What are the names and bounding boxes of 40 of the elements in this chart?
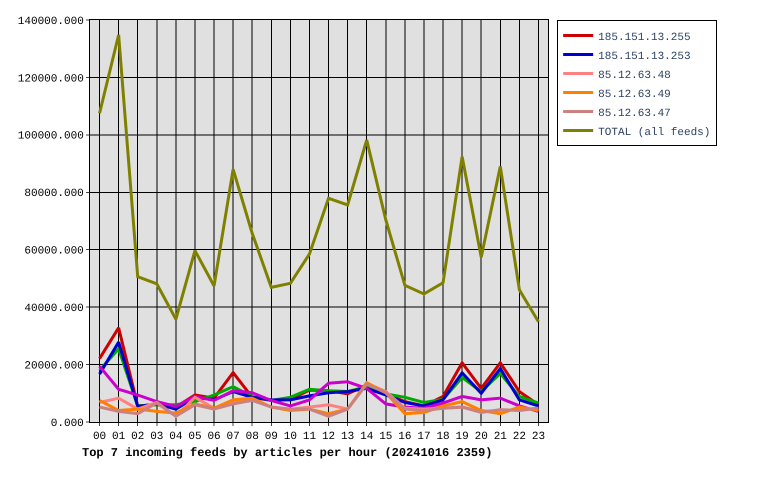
legend-label: 85.12.63.49 xyxy=(598,88,671,101)
x-tick-label: 09 xyxy=(264,431,278,444)
legend-label: 185.151.13.255 xyxy=(598,32,691,44)
legend-label: TOTAL (all feeds) xyxy=(598,126,710,139)
x-tick-label: 12 xyxy=(322,431,336,444)
x-tick-label: 23 xyxy=(532,431,546,444)
line-series xyxy=(98,33,540,324)
x-tick-label: 07 xyxy=(226,431,240,444)
y-tick-label: 60000.000 xyxy=(24,246,84,258)
y-tick-label: 120000.000 xyxy=(18,73,84,86)
x-tick-label: 02 xyxy=(131,431,144,444)
x-tick-label: 13 xyxy=(341,431,354,444)
x-tick-label: 04 xyxy=(169,431,183,444)
x-tick-label: 14 xyxy=(360,431,374,444)
y-tick-label: 80000.000 xyxy=(24,188,84,200)
legend-label: 85.12.63.47 xyxy=(598,108,671,120)
x-tick-label: 06 xyxy=(207,431,221,444)
x-tick-label: 18 xyxy=(436,431,450,444)
x-tick-label: 17 xyxy=(417,431,431,444)
x-tick-label: 01 xyxy=(112,431,126,444)
x-tick-label: 05 xyxy=(188,431,202,444)
x-tick-label: 16 xyxy=(398,431,412,444)
y-tick-label: 0.000 xyxy=(50,418,84,430)
text: Top 7 incoming feeds by articles per hour (20241016 2359) xyxy=(82,446,492,460)
x-tick-label: 15 xyxy=(379,431,392,444)
x-tick-label: 00 xyxy=(92,431,106,444)
y-tick-label: 20000.000 xyxy=(24,360,84,372)
legend-label: 185.151.13.253 xyxy=(598,50,691,63)
y-tick-label: 140000.000 xyxy=(18,16,84,28)
x-tick-label: 11 xyxy=(302,431,316,444)
y-tick-label: 100000.000 xyxy=(18,130,84,143)
x-tick-label: 10 xyxy=(284,431,297,444)
y-tick-label: 40000.000 xyxy=(24,302,84,315)
x-tick-label: 22 xyxy=(512,431,526,444)
x-tick-label: 20 xyxy=(474,431,488,444)
legend-label: 85.12.63.48 xyxy=(598,70,671,82)
x-tick-label: 21 xyxy=(494,431,508,444)
x-tick-label: 03 xyxy=(150,431,164,444)
x-tick-label: 19 xyxy=(456,431,469,444)
x-tick-label: 08 xyxy=(246,431,259,444)
